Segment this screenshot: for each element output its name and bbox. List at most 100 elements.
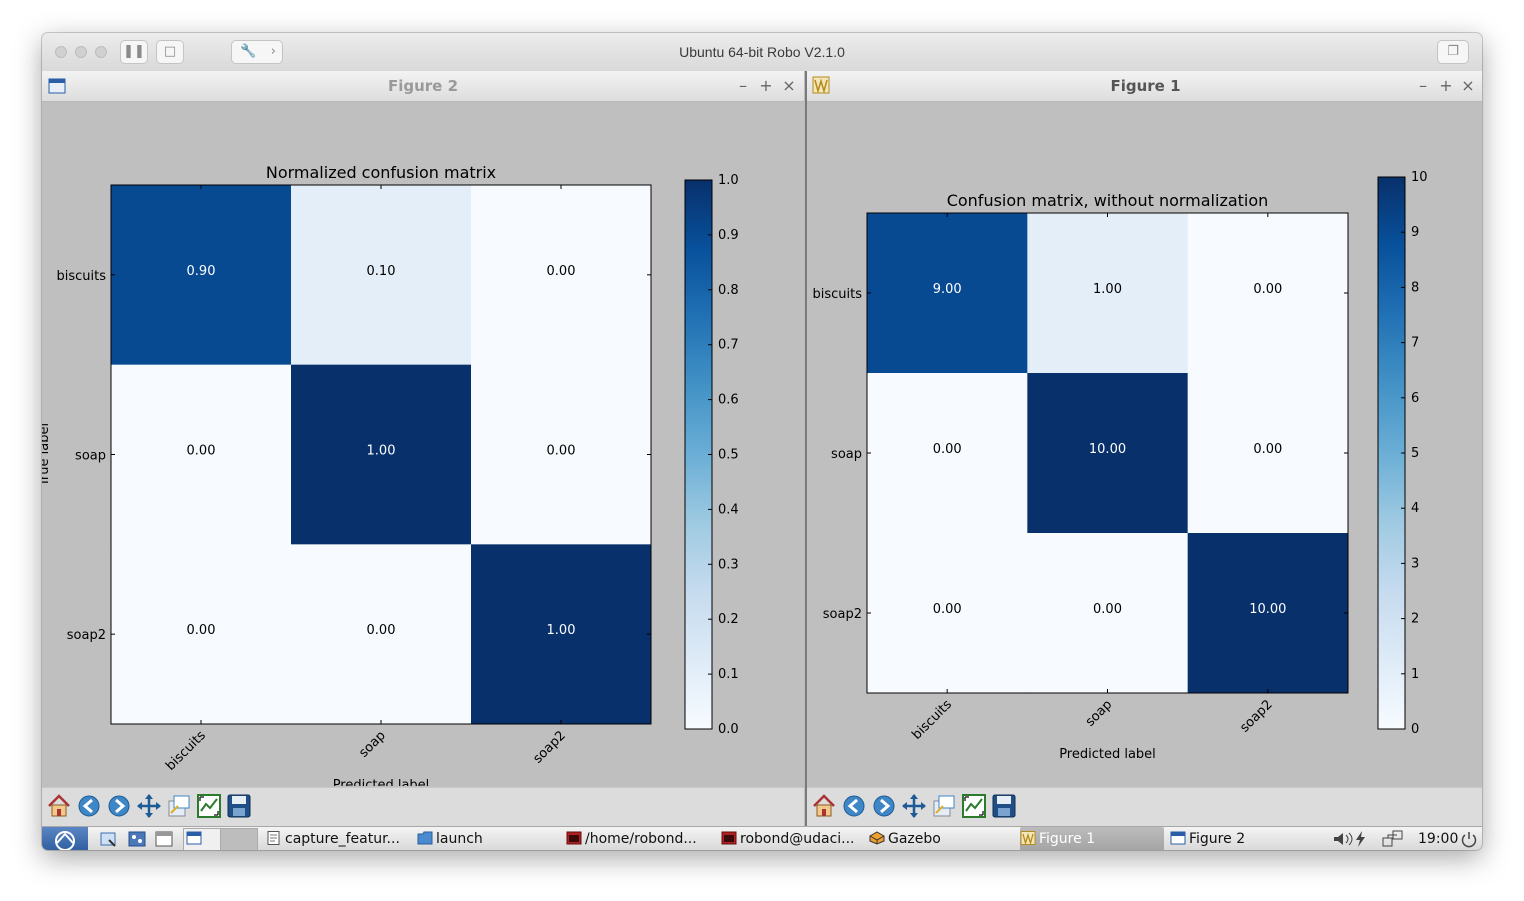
zoom-icon[interactable]	[166, 793, 192, 819]
close-dot-icon[interactable]	[55, 46, 67, 58]
save-icon[interactable]	[991, 793, 1017, 819]
zoom-icon[interactable]	[931, 793, 957, 819]
heatmap-cell	[867, 213, 1028, 374]
chart-title: Confusion matrix, without normalization	[947, 191, 1269, 210]
pan-icon[interactable]	[901, 793, 927, 819]
forward-icon[interactable]	[106, 793, 132, 819]
minimize-icon[interactable]: –	[739, 76, 747, 95]
pan-icon[interactable]	[136, 793, 162, 819]
back-icon[interactable]	[76, 793, 102, 819]
close-icon[interactable]: ×	[1461, 76, 1475, 95]
taskbar-item[interactable]: Figure 2	[1170, 827, 1300, 850]
pause-icon[interactable]: ❚❚	[120, 40, 148, 64]
minimize-dot-icon[interactable]	[75, 46, 87, 58]
configure-subplots-icon[interactable]	[961, 793, 987, 819]
cell-value-label: 1.00	[547, 623, 576, 638]
x-tick-label: soap	[356, 728, 388, 760]
colorbar-tick-label: 9	[1411, 225, 1419, 240]
desktop-icon[interactable]	[128, 831, 146, 847]
heatmap-cells: 0.90 0.10 0.00 0.00 1.00 0.00 0.00 0.00 1.00 bisc…	[56, 185, 652, 774]
vm-title: Ubuntu 64-bit Robo V2.1.0	[679, 44, 845, 60]
x-tick-label: biscuits	[163, 728, 209, 774]
heatmap-cells: 9.00 1.00 0.00 0.00 10.00 0.00 0.00 0.00 10.00 bi…	[812, 213, 1349, 743]
menu-logo-icon	[55, 831, 75, 850]
workspace-2[interactable]	[220, 828, 258, 850]
colorbar-tick-label: 7	[1411, 336, 1419, 351]
cell-value-label: 0.00	[547, 444, 576, 459]
heatmap-cell	[111, 544, 292, 725]
figure2-title: Figure 2	[387, 77, 459, 95]
configure-subplots-icon[interactable]	[196, 793, 222, 819]
y-tick-label: soap2	[67, 628, 106, 643]
shutdown-icon[interactable]	[1460, 830, 1478, 848]
back-icon[interactable]	[841, 793, 867, 819]
figure2-canvas[interactable]: 0.90 0.10 0.00 0.00 1.00 0.00 0.00 0.00 1.00 bisc…	[42, 102, 804, 786]
zoom-dot-icon[interactable]	[95, 46, 107, 58]
taskbar-item[interactable]: /home/robond...	[566, 827, 718, 850]
heatmap-cell	[291, 544, 472, 725]
settings-wrench-icon[interactable]: 🔧 ›	[231, 40, 283, 64]
file-manager-icon[interactable]	[100, 831, 118, 847]
taskbar-item-label: capture_featur...	[285, 831, 400, 847]
colorbar-tick-label: 0.4	[718, 502, 739, 517]
x-tick-label: soap2	[530, 728, 568, 766]
window-icon	[186, 831, 202, 845]
window-switch-icon[interactable]	[155, 831, 173, 847]
cell-value-label: 0.00	[933, 602, 962, 617]
taskbar-item[interactable]: Gazebo	[869, 827, 1014, 850]
figure1-window: Figure 1 – + × 9.00 1.00 0.00 0.00 10.00 0.00…	[805, 71, 1482, 826]
colorbar-tick-label: 2	[1411, 612, 1419, 627]
figure2-titlebar: Figure 2 – + ×	[42, 71, 804, 102]
colorbar-tick-label: 0.0	[718, 722, 739, 737]
x-tick-label: soap2	[1237, 697, 1275, 735]
cell-value-label: 10.00	[1089, 442, 1126, 457]
colorbar-tick-label: 6	[1411, 391, 1419, 406]
volume-icon[interactable]	[1332, 831, 1356, 847]
minimize-icon[interactable]: –	[1419, 76, 1427, 95]
chevron-right-icon: ›	[270, 44, 276, 59]
start-menu-button[interactable]	[42, 827, 88, 850]
fullscreen-icon[interactable]: ❐	[1437, 40, 1469, 64]
power-bolt-icon[interactable]	[1354, 831, 1366, 847]
colorbar-tick-label: 0.2	[718, 612, 739, 627]
colorbar-tick-label: 8	[1411, 280, 1419, 295]
colorbar-tick-label: 0.5	[718, 448, 739, 463]
colorbar-tick-label: 0.6	[718, 393, 739, 408]
colorbar: 0.0 0.1 0.2 0.3 0.4 0.5 0.6 0.7 0.8 0.9 1.0	[684, 173, 739, 737]
cell-value-label: 0.00	[367, 623, 396, 638]
figure1-title: Figure 1	[1110, 77, 1181, 95]
save-icon[interactable]	[226, 793, 252, 819]
heatmap-cell	[471, 544, 652, 725]
heatmap-cell	[1027, 213, 1189, 374]
colorbar-tick-label: 5	[1411, 446, 1419, 461]
network-icon[interactable]	[1382, 830, 1404, 848]
figure1-canvas[interactable]: 9.00 1.00 0.00 0.00 10.00 0.00 0.00 0.00 10.00 bi…	[807, 102, 1482, 786]
home-icon[interactable]	[811, 793, 837, 819]
x-tick-label: biscuits	[909, 697, 955, 743]
maximize-icon[interactable]: +	[1439, 76, 1453, 95]
taskbar-item-label: Figure 1	[1039, 831, 1096, 847]
maximize-icon[interactable]: +	[759, 76, 773, 95]
taskbar-item[interactable]: launch	[417, 827, 565, 850]
home-icon[interactable]	[46, 793, 72, 819]
forward-icon[interactable]	[871, 793, 897, 819]
taskbar: capture_featur... launch/home/robond... ro…	[42, 826, 1482, 850]
workspace-1[interactable]	[183, 828, 221, 850]
close-icon[interactable]: ×	[782, 76, 796, 95]
colorbar: 0 1 2 3 4 5 6 7 8 9 10	[1377, 170, 1428, 737]
heatmap-cell	[1027, 533, 1189, 694]
colorbar-tick-label: 10	[1411, 170, 1428, 185]
taskbar-item-label: Figure 2	[1189, 831, 1246, 847]
snapshot-icon[interactable]: □	[156, 40, 184, 64]
text-file-icon	[267, 831, 280, 845]
plot-frame	[110, 184, 652, 725]
taskbar-item[interactable]: capture_featur...	[266, 827, 414, 850]
taskbar-item[interactable]: robond@udaci...	[721, 827, 868, 850]
y-tick-label: soap2	[823, 607, 862, 622]
taskbar-item[interactable]: Figure 1	[1020, 827, 1164, 850]
clock: 19:00	[1418, 831, 1459, 847]
colorbar-tick-label: 0.9	[718, 228, 739, 243]
colorbar-tick-label: 0.7	[718, 338, 739, 353]
colorbar-gradient	[684, 179, 713, 730]
y-tick-label: soap	[75, 449, 106, 464]
